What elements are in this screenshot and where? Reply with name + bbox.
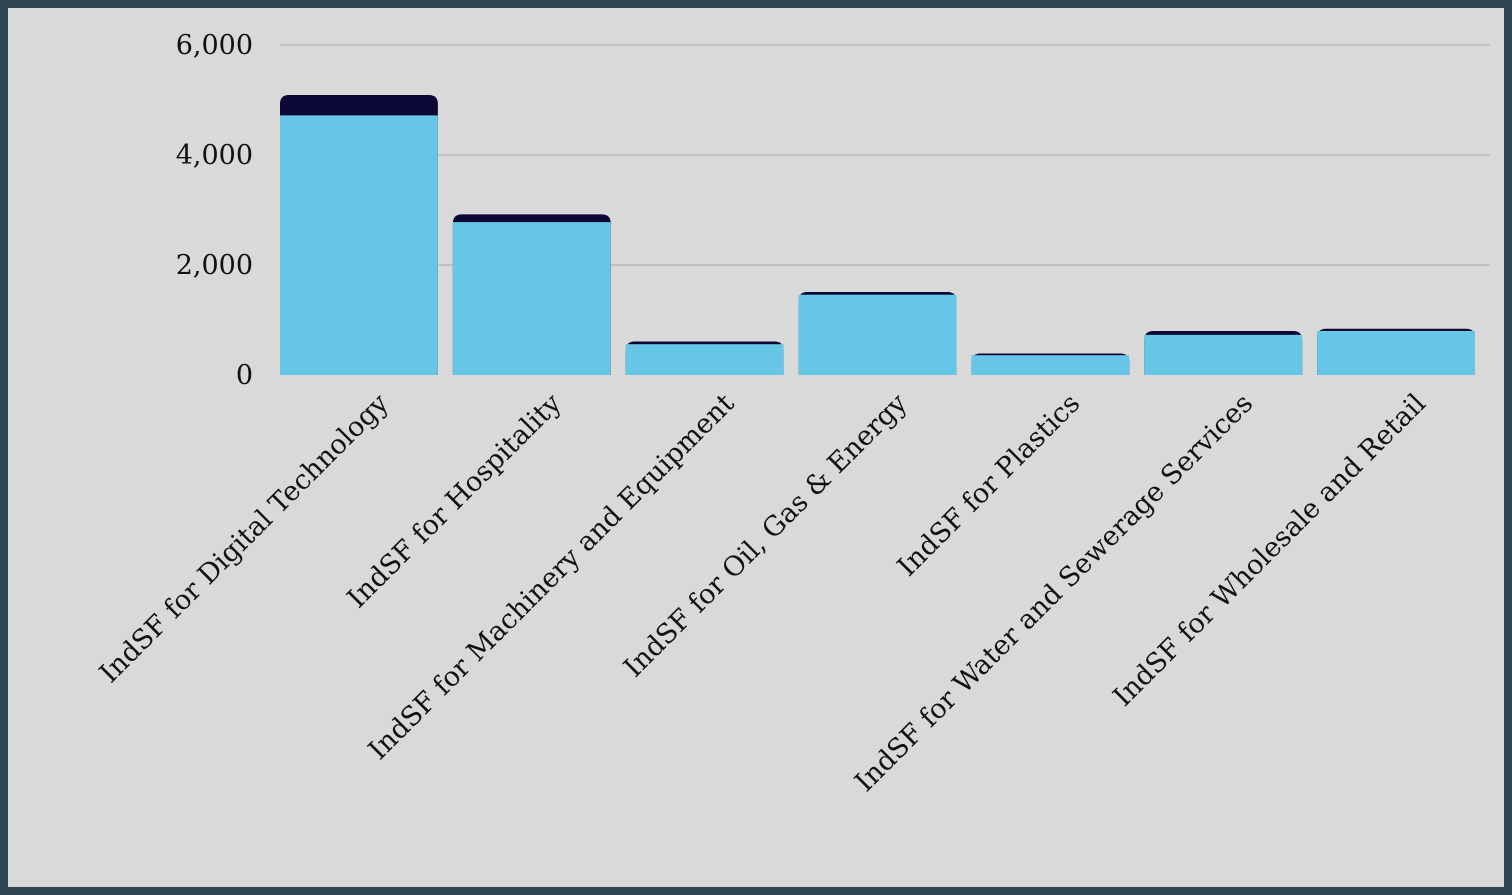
bar-segment-base [280,115,438,376]
bar-segment-base [971,355,1130,375]
y-axis-tick-labels: 0 2,000 4,000 6,000 [176,30,253,391]
bar-segment-base [625,344,784,375]
x-category-label: IndSF for Water and Sewerage Services [849,388,1259,798]
x-category-label: IndSF for Machinery and Equipment [363,388,741,766]
bar-segment-base [1317,331,1475,375]
bar-segment-base [452,222,611,375]
bars [280,95,1475,376]
x-category-label: IndSF for Plastics [892,388,1087,583]
y-tick-label: 0 [236,360,253,391]
bar-segment-base [1144,334,1303,375]
x-category-label: IndSF for Digital Technology [94,388,396,690]
y-tick-label: 4,000 [176,140,253,171]
bar-segment-base [798,294,957,375]
y-tick-label: 2,000 [176,250,253,281]
x-category-label: IndSF for Wholesale and Retail [1107,388,1432,713]
y-tick-label: 6,000 [176,30,253,61]
x-category-label: IndSF for Oil, Gas & Energy [618,388,914,684]
